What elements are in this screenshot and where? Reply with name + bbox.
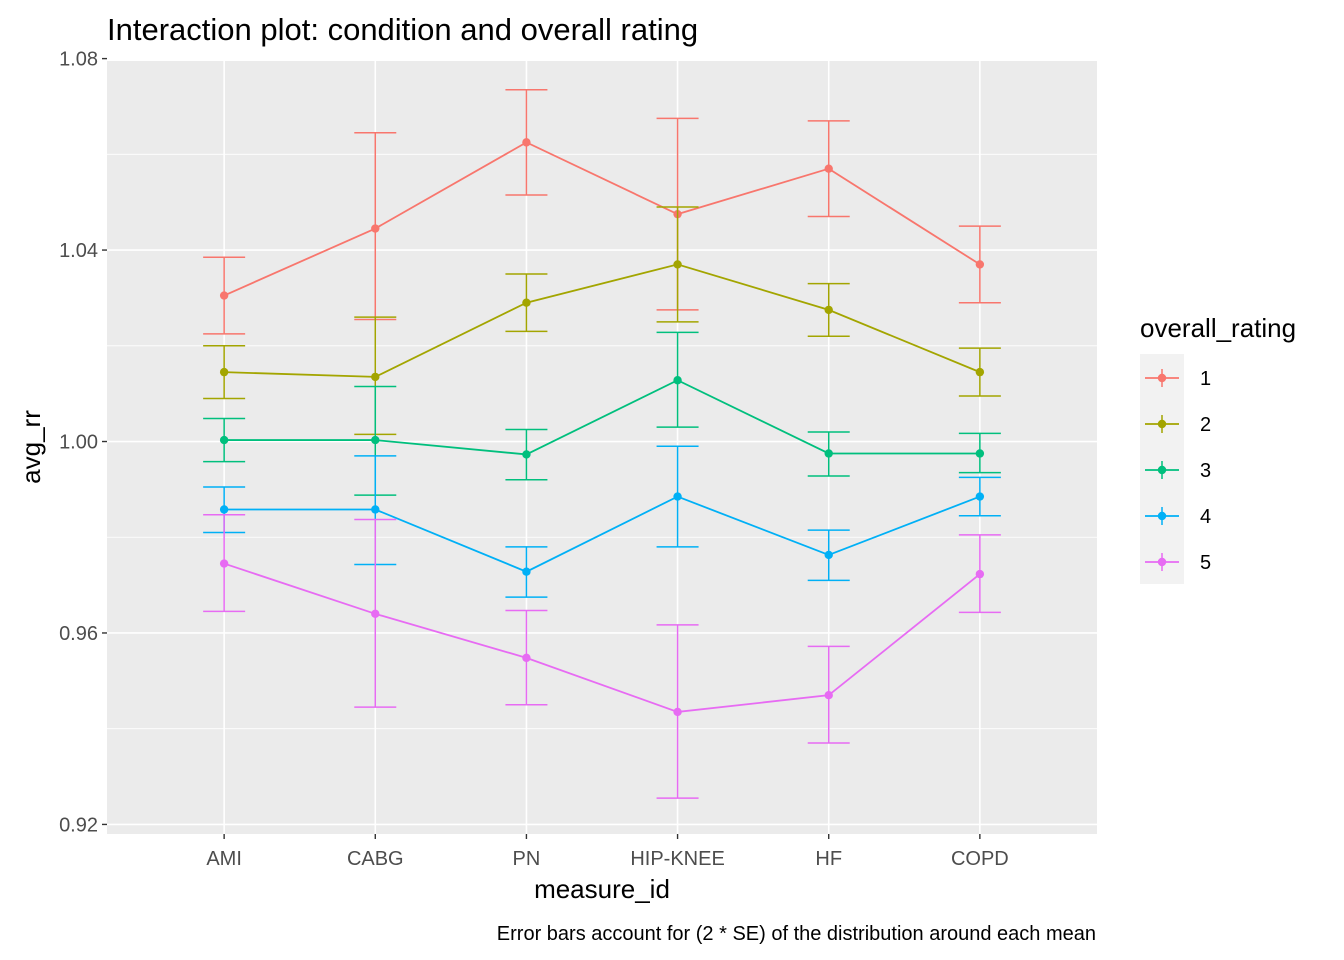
data-point (371, 505, 380, 514)
data-point (673, 260, 682, 269)
series-2 (203, 206, 1001, 436)
series-5 (203, 513, 1001, 799)
data-point (371, 372, 380, 382)
y-tick-label: 1.08 (59, 49, 98, 71)
data-point (824, 550, 833, 560)
legend-key-point (1157, 511, 1167, 521)
data-point (522, 653, 531, 663)
x-tick-label: COPD (951, 848, 1009, 870)
data-point (522, 567, 531, 576)
data-point (673, 707, 682, 717)
data-point (975, 367, 985, 377)
data-point (219, 291, 229, 300)
data-point (219, 559, 229, 568)
x-axis-title: measure_id (534, 874, 670, 904)
series-4 (203, 445, 1001, 598)
data-point (522, 138, 531, 147)
x-tick-label: HIP-KNEE (630, 848, 724, 870)
y-tick-label: 0.92 (59, 814, 98, 836)
legend-label: 5 (1200, 552, 1211, 574)
legend-key-point (1157, 419, 1167, 429)
data-point (673, 376, 682, 385)
data-point (824, 690, 833, 700)
legend-key-point (1157, 465, 1167, 475)
series-line (224, 263, 981, 378)
y-tick-label: 1.04 (59, 240, 98, 262)
data-point (371, 224, 380, 233)
chart-caption: Error bars account for (2 * SE) of the d… (497, 923, 1096, 945)
data-point (975, 260, 985, 269)
data-point (824, 164, 833, 173)
legend-label: 4 (1200, 506, 1211, 528)
data-point (219, 435, 229, 445)
series-line (224, 379, 980, 456)
legend-label: 1 (1200, 368, 1211, 390)
data-point (824, 449, 833, 458)
data-point (219, 367, 229, 377)
data-point (975, 492, 985, 501)
legend-item-2: 2 (1145, 414, 1211, 436)
legend-item-1: 1 (1145, 368, 1211, 390)
legend-item-4: 4 (1145, 506, 1211, 528)
legend-label: 2 (1200, 414, 1211, 436)
x-tick-label: HF (815, 848, 842, 870)
data-point (975, 569, 985, 579)
data-point (522, 450, 531, 459)
x-tick-label: PN (513, 848, 541, 870)
legend-title: overall_rating (1140, 313, 1296, 343)
legend-items: 1 2 3 4 5 (1140, 354, 1211, 584)
y-tick-label: 1.00 (59, 432, 98, 454)
legend-label: 3 (1200, 460, 1211, 482)
x-tick-label: AMI (206, 848, 242, 870)
data-point (371, 435, 380, 445)
series-layer (203, 88, 1001, 799)
legend-item-3: 3 (1145, 460, 1211, 482)
x-tick-label: CABG (347, 848, 404, 870)
series-1 (203, 88, 1001, 335)
legend-item-5: 5 (1145, 552, 1211, 574)
series-line (223, 141, 981, 297)
y-axis-title: avg_rr (16, 410, 46, 484)
series-3 (203, 331, 1001, 496)
data-point (673, 492, 682, 501)
data-point (219, 505, 229, 514)
chart-title: Interaction plot: condition and overall … (107, 12, 698, 47)
data-point (824, 305, 833, 315)
series-line (223, 562, 981, 713)
legend-key-point (1157, 557, 1167, 567)
data-point (371, 609, 380, 619)
series-line (224, 495, 981, 573)
data-point (975, 449, 985, 458)
y-tick-label: 0.96 (59, 623, 98, 645)
legend: overall_rating 1 2 3 4 5 (1140, 313, 1296, 584)
legend-key-point (1157, 373, 1167, 383)
data-point (522, 298, 531, 307)
axis-layer: 0.92 0.96 1.00 1.04 1.08 AMI CABG PN HIP-KNEE HF C… (59, 49, 1009, 870)
plot-panel (107, 61, 1097, 834)
